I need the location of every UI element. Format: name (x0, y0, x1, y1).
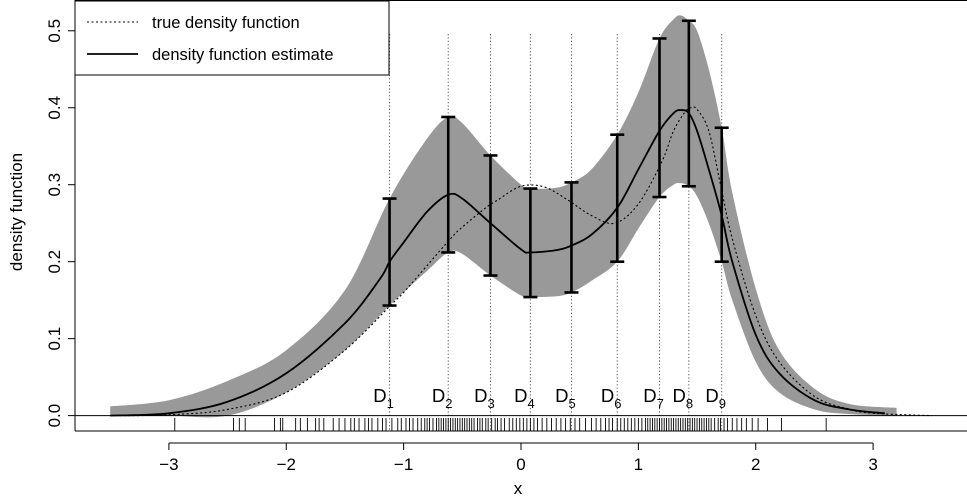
confidence-band-layer (110, 15, 897, 418)
decile-labels: D1 D2 D3 D4 D5 D6 D7 D8 D9 (373, 385, 726, 411)
x-tick-label-4: 1 (634, 455, 643, 474)
x-axis-title: x (514, 479, 523, 498)
decile-label-6: D6 (601, 385, 622, 411)
density-estimate-curve (110, 109, 885, 417)
y-tick-label-3: 0.3 (45, 173, 64, 197)
decile-label-sub-8: 8 (686, 396, 693, 411)
decile-label-5: D5 (555, 385, 576, 411)
x-tick-label-6: 3 (868, 455, 877, 474)
x-tick-label-0: −3 (159, 455, 178, 474)
y-tick-label-4: 0.4 (45, 96, 64, 120)
confidence-band (110, 15, 897, 418)
y-tick-label-2: 0.2 (45, 250, 64, 274)
decile-label-3: D3 (474, 385, 495, 411)
decile-label-4: D4 (514, 385, 535, 411)
decile-error-bars (382, 19, 729, 307)
legend-label-estimate: density function estimate (152, 46, 334, 64)
x-tick-label-5: 2 (751, 455, 760, 474)
x-tick-label-1: −2 (277, 455, 296, 474)
decile-label-7: D7 (643, 385, 664, 411)
legend: true density function density function e… (74, 0, 390, 76)
x-tick-label-2: −1 (394, 455, 413, 474)
decile-label-9: D9 (705, 385, 726, 411)
y-tick-label-0: 0.0 (45, 404, 64, 428)
decile-label-sub-5: 5 (569, 396, 576, 411)
decile-label-sub-4: 4 (527, 396, 534, 411)
legend-label-true-density: true density function (152, 14, 300, 32)
decile-guide-lines (389, 34, 723, 431)
decile-label-sub-9: 9 (719, 396, 726, 411)
y-axis-title: density function (7, 153, 26, 271)
decile-label-1: D1 (373, 385, 394, 411)
true-density-curve (110, 106, 932, 417)
y-tick-label-5: 0.5 (45, 19, 64, 43)
decile-label-8: D8 (673, 385, 694, 411)
decile-label-sub-7: 7 (657, 396, 664, 411)
decile-label-sub-1: 1 (387, 396, 394, 411)
legend-box (74, 0, 390, 76)
y-tick-label-1: 0.1 (45, 327, 64, 351)
x-tick-label-3: 0 (516, 455, 525, 474)
rug-plot (174, 418, 827, 431)
density-curves (110, 106, 932, 417)
axes: 0.0 0.1 0.2 0.3 0.4 0.5 −3 −2 −1 0 1 2 3 (45, 0, 967, 474)
decile-label-sub-3: 3 (488, 396, 495, 411)
decile-label-sub-2: 2 (445, 396, 452, 411)
decile-label-sub-6: 6 (614, 396, 621, 411)
decile-label-2: D2 (432, 385, 453, 411)
